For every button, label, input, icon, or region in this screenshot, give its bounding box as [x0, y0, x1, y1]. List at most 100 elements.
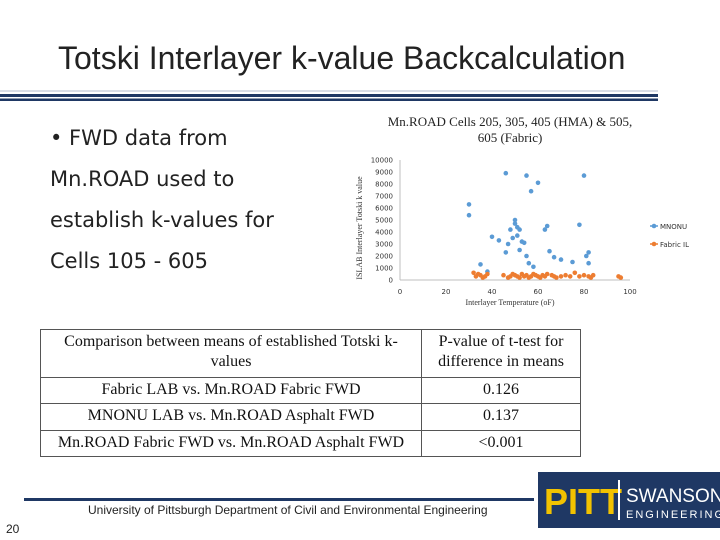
- y-axis-label: ISLAB Interlayer Totski k value: [355, 176, 364, 280]
- y-tick-label: 4000: [375, 229, 393, 237]
- data-point: [517, 227, 522, 232]
- comparison-table: Comparison between means of established …: [40, 329, 581, 458]
- data-point: [572, 270, 578, 276]
- data-point: [501, 272, 506, 278]
- y-tick-label: 10000: [371, 157, 393, 165]
- data-point: [512, 217, 518, 223]
- data-point: [586, 250, 591, 255]
- data-point: [489, 234, 495, 240]
- data-point: [515, 233, 520, 238]
- data-point: [528, 188, 534, 194]
- page-number: 20: [6, 522, 20, 536]
- footer-divider: [24, 498, 534, 501]
- x-tick-label: 80: [580, 288, 589, 296]
- data-point: [496, 238, 502, 243]
- legend-entry: MNONU: [660, 223, 687, 231]
- footer-text: University of Pittsburgh Department of C…: [88, 503, 488, 517]
- table-cell-comparison: Fabric LAB vs. Mn.ROAD Fabric FWD: [40, 376, 422, 405]
- pitt-swanson-logo: PITT SWANSON ENGINEERING: [538, 472, 720, 528]
- logo-swanson-text: SWANSON: [626, 486, 720, 507]
- y-tick-label: 9000: [375, 169, 393, 177]
- data-point: [512, 221, 518, 226]
- data-point: [466, 212, 472, 218]
- table-cell-pvalue: 0.126: [421, 376, 581, 405]
- data-point: [517, 275, 522, 280]
- legend-marker: [651, 241, 657, 247]
- data-point: [544, 271, 550, 277]
- data-point: [471, 270, 476, 276]
- data-point: [485, 271, 490, 277]
- data-point: [505, 241, 511, 247]
- y-tick-label: 6000: [375, 205, 393, 213]
- data-point: [478, 262, 483, 267]
- data-point: [503, 250, 509, 255]
- data-point: [581, 173, 587, 178]
- y-tick-label: 0: [389, 277, 393, 285]
- title-underline: [0, 90, 658, 101]
- y-tick-label: 3000: [375, 241, 393, 249]
- data-point: [577, 274, 582, 279]
- data-point: [508, 227, 513, 232]
- y-tick-label: 8000: [375, 181, 393, 189]
- y-tick-label: 1000: [375, 265, 393, 273]
- table-cell-pvalue: <0.001: [421, 429, 581, 458]
- x-tick-label: 40: [488, 288, 497, 296]
- data-point: [524, 253, 529, 259]
- legend-marker: [651, 223, 657, 229]
- data-point: [554, 275, 559, 280]
- x-axis-label: Interlayer Temperature (oF): [465, 298, 554, 307]
- underline-white-stripe: [0, 90, 658, 92]
- underline-white-gap: [0, 97, 658, 99]
- data-point: [526, 260, 532, 266]
- table-row: Fabric LAB vs. Mn.ROAD Fabric FWD 0.126: [40, 376, 581, 405]
- data-point: [570, 259, 575, 265]
- data-point: [551, 254, 557, 260]
- data-point: [544, 223, 550, 229]
- data-point: [577, 222, 582, 228]
- data-point: [517, 247, 522, 253]
- data-point: [531, 264, 536, 270]
- table-row: MNONU LAB vs. Mn.ROAD Asphalt FWD 0.137: [40, 403, 581, 431]
- chart-title: Mn.ROAD Cells 205, 305, 405 (HMA) & 505,: [388, 114, 632, 129]
- data-point: [510, 235, 515, 241]
- y-tick-label: 2000: [375, 253, 393, 261]
- chart-title: 605 (Fabric): [478, 130, 543, 145]
- data-point: [618, 275, 624, 280]
- chart-marks: Mn.ROAD Cells 205, 305, 405 (HMA) & 505,…: [355, 114, 689, 307]
- data-point: [584, 253, 589, 259]
- logo-divider: [618, 480, 620, 520]
- x-tick-label: 60: [534, 288, 543, 296]
- x-tick-label: 0: [398, 288, 402, 296]
- data-point: [563, 272, 568, 278]
- data-point: [466, 202, 472, 207]
- data-point: [524, 173, 529, 178]
- x-tick-label: 20: [442, 288, 451, 296]
- y-tick-label: 7000: [375, 193, 393, 201]
- data-point: [503, 170, 509, 176]
- logo-background: [538, 472, 720, 528]
- data-point: [567, 274, 573, 279]
- y-tick-label: 5000: [375, 217, 393, 225]
- table-header-pvalue: P-value of t-test for difference in mean…: [421, 329, 581, 378]
- table-cell-pvalue: 0.137: [421, 403, 581, 431]
- data-point: [535, 180, 541, 186]
- data-point: [558, 274, 564, 279]
- table-cell-comparison: MNONU LAB vs. Mn.ROAD Asphalt FWD: [40, 403, 422, 431]
- table-row: Mn.ROAD Fabric FWD vs. Mn.ROAD Asphalt F…: [40, 429, 581, 458]
- table-header-comparison: Comparison between means of established …: [40, 329, 422, 378]
- bullet-text: • FWD data from Mn.ROAD used to establis…: [50, 126, 274, 273]
- data-point: [586, 260, 591, 266]
- slide-title: Totski Interlayer k-value Backcalculatio…: [58, 40, 626, 76]
- table-cell-comparison: Mn.ROAD Fabric FWD vs. Mn.ROAD Asphalt F…: [40, 429, 422, 458]
- x-tick-label: 100: [623, 288, 636, 296]
- legend-entry: Fabric IL: [660, 241, 689, 249]
- logo-pitt-text: PITT: [544, 481, 622, 522]
- data-point: [590, 272, 596, 278]
- scatter-chart: Mn.ROAD Cells 205, 305, 405 (HMA) & 505,…: [355, 114, 689, 307]
- data-point: [542, 227, 548, 232]
- data-point: [581, 272, 587, 278]
- data-point: [558, 257, 564, 262]
- logo-engineering-text: ENGINEERING: [626, 509, 720, 521]
- data-point: [521, 240, 527, 246]
- table-header-row: Comparison between means of established …: [40, 329, 581, 378]
